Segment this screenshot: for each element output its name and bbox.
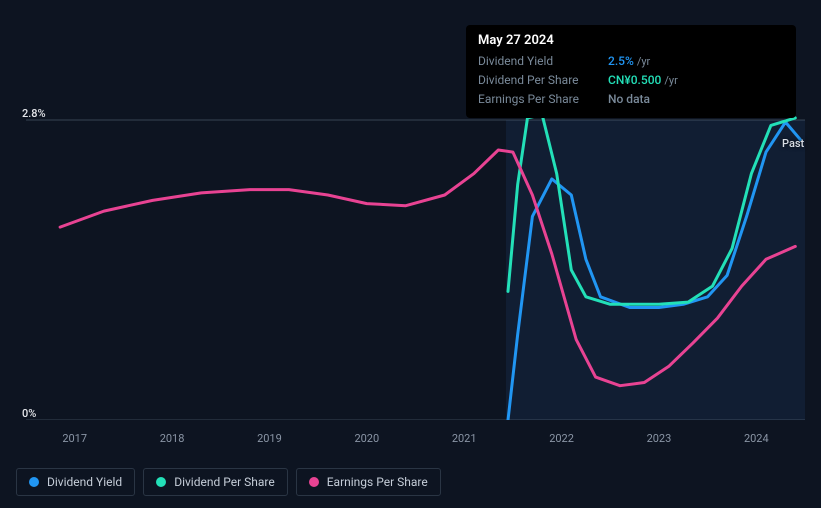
legend-item[interactable]: Earnings Per Share <box>296 468 441 496</box>
legend-item[interactable]: Dividend Yield <box>16 468 135 496</box>
legend-swatch <box>156 477 166 487</box>
x-axis-label: 2023 <box>647 432 672 445</box>
y-axis-label: 2.8% <box>22 107 46 120</box>
tooltip-row-value: No data <box>608 90 650 109</box>
tooltip-row-label: Earnings Per Share <box>478 90 608 109</box>
x-axis-labels: 2017 2018 2019 2020 2021 2022 2023 2024 <box>16 432 805 452</box>
tooltip-date: May 27 2024 <box>478 33 784 48</box>
legend-item[interactable]: Dividend Per Share <box>143 468 288 496</box>
x-axis-label: 2020 <box>354 432 379 445</box>
x-axis-label: 2019 <box>257 432 282 445</box>
tooltip-row: Earnings Per ShareNo data <box>478 90 784 109</box>
x-axis-label: 2021 <box>452 432 477 445</box>
y-axis-label: 0% <box>22 407 36 420</box>
x-axis-label: 2017 <box>62 432 87 445</box>
past-badge: Past <box>782 137 804 150</box>
chart-tooltip: May 27 2024 Dividend Yield2.5%/yrDividen… <box>466 25 796 118</box>
tooltip-row-label: Dividend Per Share <box>478 71 608 90</box>
tooltip-row-label: Dividend Yield <box>478 52 608 71</box>
tooltip-row-unit: /yr <box>664 72 677 90</box>
legend-label: Dividend Yield <box>47 475 122 489</box>
x-axis-label: 2018 <box>160 432 185 445</box>
x-axis-label: 2022 <box>549 432 574 445</box>
legend: Dividend Yield Dividend Per Share Earnings… <box>16 468 441 496</box>
tooltip-row: Dividend Yield2.5%/yr <box>478 52 784 71</box>
tooltip-row: Dividend Per ShareCN¥0.500/yr <box>478 71 784 90</box>
legend-label: Earnings Per Share <box>327 475 428 489</box>
tooltip-row-unit: /yr <box>637 53 650 71</box>
tooltip-row-value: 2.5% <box>608 52 634 71</box>
legend-label: Dividend Per Share <box>174 475 275 489</box>
tooltip-rows: Dividend Yield2.5%/yrDividend Per ShareC… <box>478 52 784 110</box>
tooltip-row-value: CN¥0.500 <box>608 71 661 90</box>
legend-swatch <box>29 477 39 487</box>
x-axis-label: 2024 <box>744 432 769 445</box>
legend-swatch <box>309 477 319 487</box>
